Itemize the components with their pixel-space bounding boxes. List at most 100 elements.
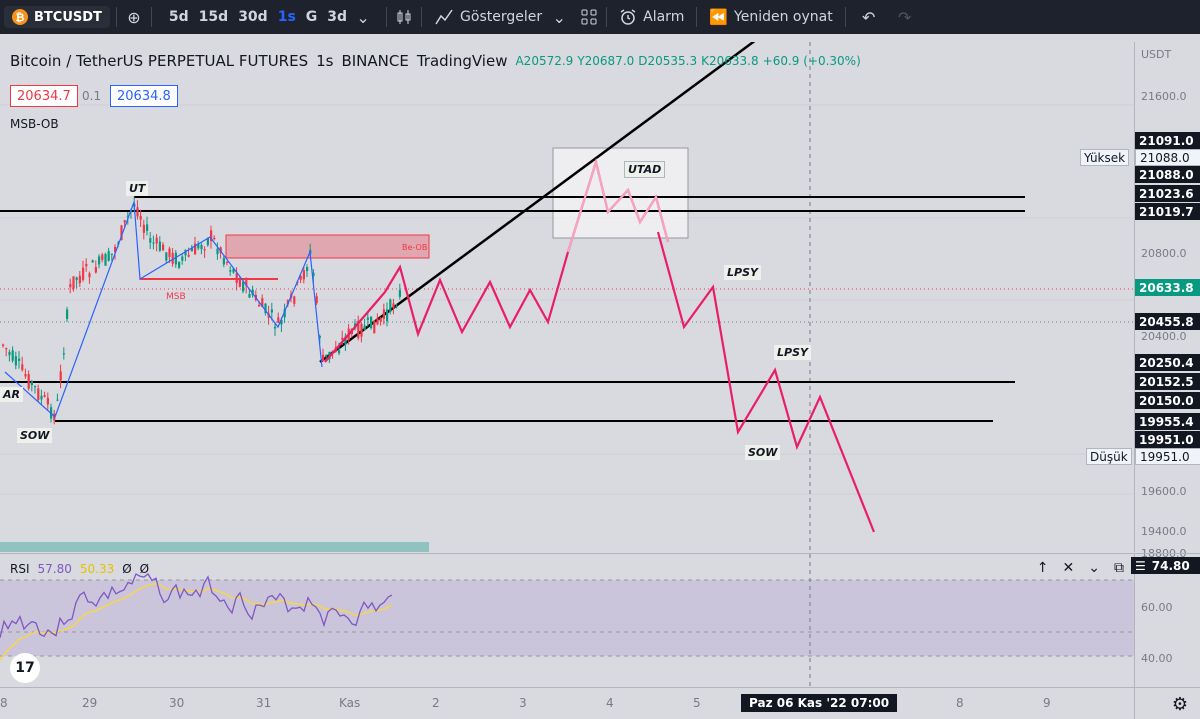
- legend-open: A20572.9: [515, 54, 574, 68]
- price-tag: 20150.0: [1135, 392, 1200, 409]
- divider: [696, 7, 698, 27]
- gear-icon[interactable]: ⚙: [1171, 694, 1188, 715]
- time-tick: 8: [0, 696, 8, 710]
- sell-price-button[interactable]: 20634.7: [10, 85, 78, 107]
- price-tag: 19951.0: [1135, 431, 1200, 448]
- candle-body: [142, 224, 145, 233]
- candle-body: [18, 358, 21, 361]
- candle-body: [171, 252, 174, 264]
- candle-body: [398, 290, 401, 297]
- replay-label: Yeniden oynat: [734, 9, 833, 25]
- candle-body: [158, 241, 161, 251]
- legend-change: +60.9 (+0.30%): [762, 54, 861, 68]
- rsi-pane-controls: ↑ ✕ ⌄ ⧉: [1037, 560, 1124, 576]
- interval-5d[interactable]: 5d: [168, 9, 189, 25]
- interval-list: 5d 15d 30d 1s G 3d ⌄: [158, 0, 380, 34]
- annotation-be-ob: Be-OB: [402, 243, 428, 252]
- time-tick: 5: [693, 696, 701, 710]
- undo-icon[interactable]: ↶: [862, 7, 876, 27]
- chevron-down-icon[interactable]: ⌄: [1088, 560, 1100, 576]
- rsi-panel[interactable]: RSI 57.80 50.33 Ø Ø ↑ ✕ ⌄ ⧉ 17: [0, 553, 1134, 687]
- candle-body: [341, 337, 344, 340]
- grid-icon[interactable]: [578, 6, 600, 28]
- price-scale-currency: USDT: [1141, 48, 1172, 61]
- plus-circle-icon[interactable]: ⊕: [127, 7, 141, 27]
- price-tag: 19955.4: [1135, 413, 1200, 430]
- maximize-icon[interactable]: ⧉: [1114, 560, 1124, 576]
- candle-body: [30, 381, 33, 386]
- symbol-label: BTCUSDT: [34, 9, 102, 25]
- legend-interval: 1s: [316, 52, 334, 70]
- candle-body: [242, 281, 245, 292]
- time-axis[interactable]: 8 29 30 31 Kas 2 3 4 5 7 8 9 Paz 06 Kas …: [0, 687, 1134, 719]
- replay-button[interactable]: ⏪ Yeniden oynat: [703, 0, 838, 34]
- divider: [421, 7, 423, 27]
- close-icon[interactable]: ✕: [1062, 560, 1075, 576]
- candle-body: [270, 309, 273, 313]
- candle-body: [366, 317, 369, 320]
- candle-body: [43, 395, 46, 397]
- price-chart-svg: [0, 42, 1134, 552]
- indicators-icon: [435, 9, 453, 25]
- candle-body: [238, 279, 241, 287]
- candle-body: [91, 260, 94, 263]
- candle-body: [363, 325, 366, 330]
- candle-body: [360, 323, 363, 337]
- indicator-name[interactable]: MSB-OB: [10, 117, 59, 131]
- divider: [150, 7, 152, 27]
- rsi-value: 57.80: [37, 562, 72, 576]
- interval-1s[interactable]: 1s: [277, 9, 296, 25]
- candle-body: [40, 395, 43, 400]
- redo-icon[interactable]: ↷: [898, 7, 912, 27]
- candle-body: [210, 230, 213, 242]
- arrow-up-icon[interactable]: ↑: [1036, 560, 1049, 576]
- candle-body: [318, 336, 321, 338]
- candle-body: [325, 354, 328, 357]
- candle-body: [277, 317, 280, 323]
- candle-body: [120, 225, 123, 241]
- time-tick: 30: [169, 696, 185, 710]
- interval-g[interactable]: G: [305, 9, 318, 25]
- symbol-search-button[interactable]: ₿ BTCUSDT: [4, 6, 110, 28]
- candle-body: [104, 253, 107, 266]
- candle-body: [34, 386, 37, 388]
- candle-body: [75, 277, 78, 281]
- candle-body: [88, 273, 91, 278]
- annotation-lpsy-2: LPSY: [774, 345, 811, 360]
- candle-body: [101, 254, 104, 260]
- projection-path: [656, 231, 876, 533]
- price-tag-low: 19951.0: [1135, 448, 1200, 465]
- chevron-down-icon[interactable]: ⌄: [552, 7, 566, 27]
- candle-body: [11, 350, 14, 361]
- candle-body: [194, 243, 197, 255]
- annotation-ut: UT: [126, 181, 149, 196]
- interval-30d[interactable]: 30d: [238, 9, 268, 25]
- candle-body: [216, 248, 219, 255]
- tradingview-logo-icon[interactable]: 17: [10, 653, 40, 683]
- buy-price-button[interactable]: 20634.8: [110, 85, 178, 107]
- alarm-clock-icon: [620, 9, 636, 25]
- candle-body: [2, 344, 5, 346]
- legend-low: D20535.3: [638, 54, 698, 68]
- rsi-scale[interactable]: ☰ 74.80 60.00 40.00: [1131, 553, 1200, 687]
- time-tick: 31: [256, 696, 272, 710]
- annotation-sow-1: SOW: [17, 428, 53, 443]
- interval-15d[interactable]: 15d: [198, 9, 229, 25]
- price-scale[interactable]: USDT 21600.0 20800.0 20400.0 19600.0 194…: [1134, 42, 1200, 560]
- chart-area[interactable]: Bitcoin / TetherUS PERPETUAL FUTURES 1s …: [0, 34, 1200, 719]
- alarm-button[interactable]: Alarm: [613, 0, 690, 34]
- candlestick-icon[interactable]: [393, 6, 415, 28]
- indicators-button[interactable]: Göstergeler: [428, 0, 548, 34]
- candle-body: [376, 318, 379, 325]
- menu-icon: ☰: [1135, 558, 1146, 573]
- candle-body: [395, 305, 398, 308]
- chevron-down-icon[interactable]: ⌄: [356, 7, 370, 27]
- annotation-utad: UTAD: [624, 161, 666, 178]
- interval-3d[interactable]: 3d: [327, 9, 348, 25]
- crosshair-time-label: Paz 06 Kas '22 07:00: [741, 694, 898, 712]
- price-tag: 21023.6: [1135, 185, 1200, 202]
- candle-body: [280, 319, 283, 325]
- candle-body: [235, 273, 238, 284]
- candle-body: [181, 256, 184, 261]
- main-price-panel[interactable]: Bitcoin / TetherUS PERPETUAL FUTURES 1s …: [0, 42, 1134, 552]
